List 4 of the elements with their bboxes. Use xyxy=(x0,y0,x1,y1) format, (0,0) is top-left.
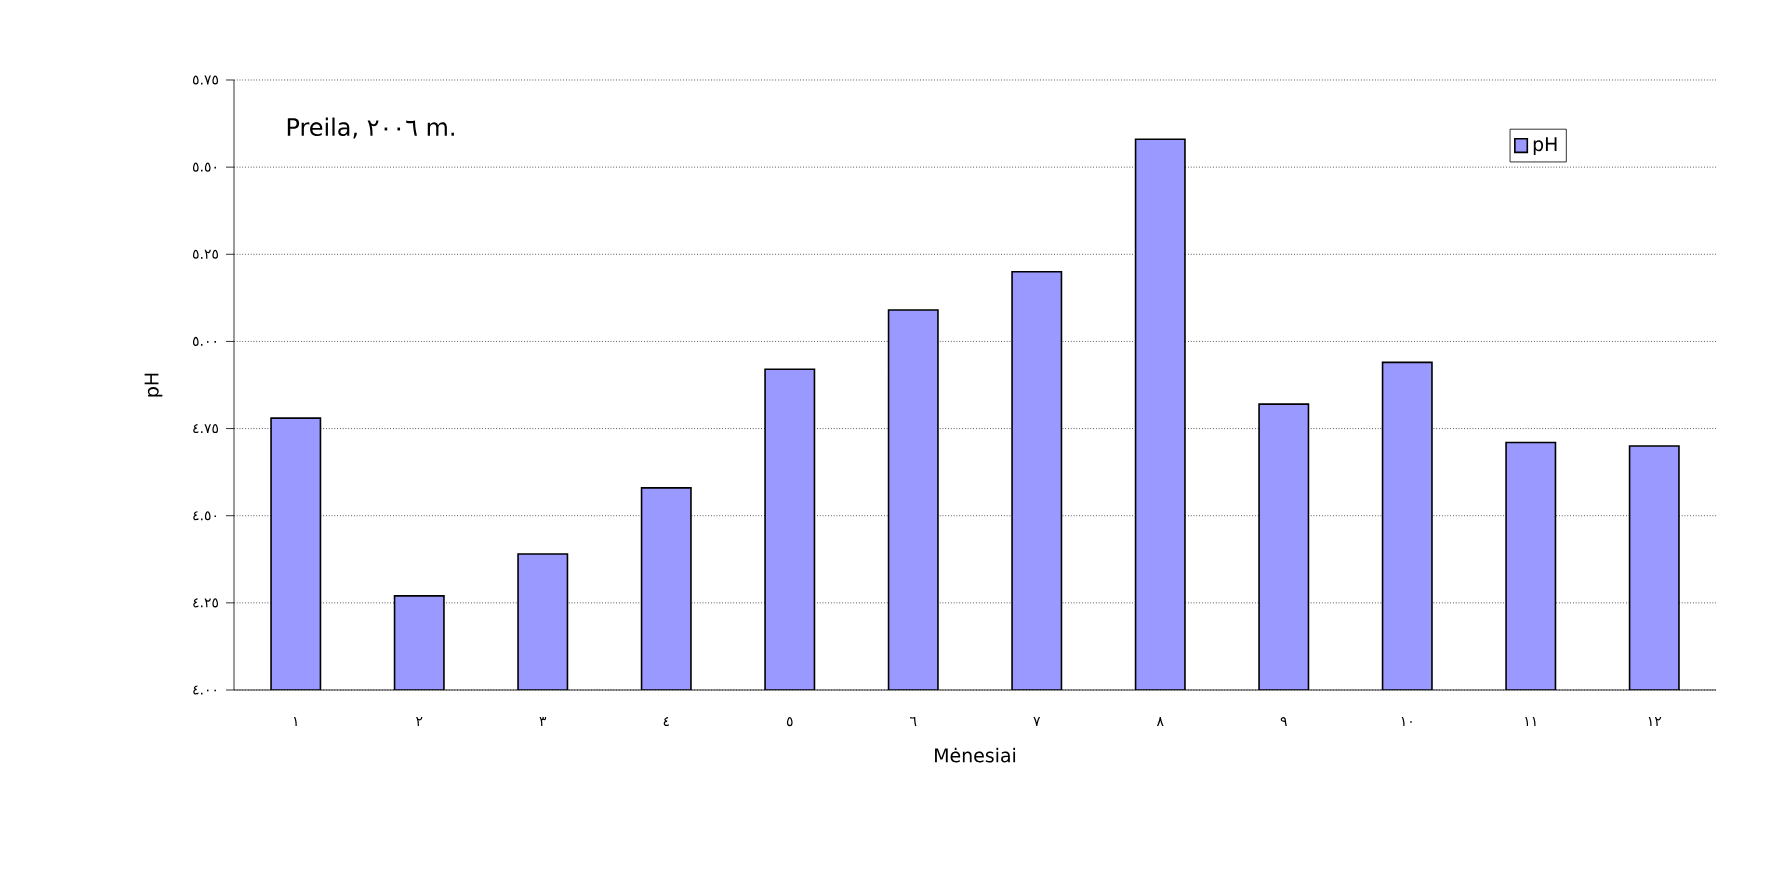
legend-label: pH xyxy=(1533,137,1557,155)
annotation: Preila, ٢٠٠٦ m. xyxy=(287,117,454,139)
y-axis-title: pH xyxy=(144,373,163,397)
x-axis-title: Mėnesiai xyxy=(935,747,1016,763)
